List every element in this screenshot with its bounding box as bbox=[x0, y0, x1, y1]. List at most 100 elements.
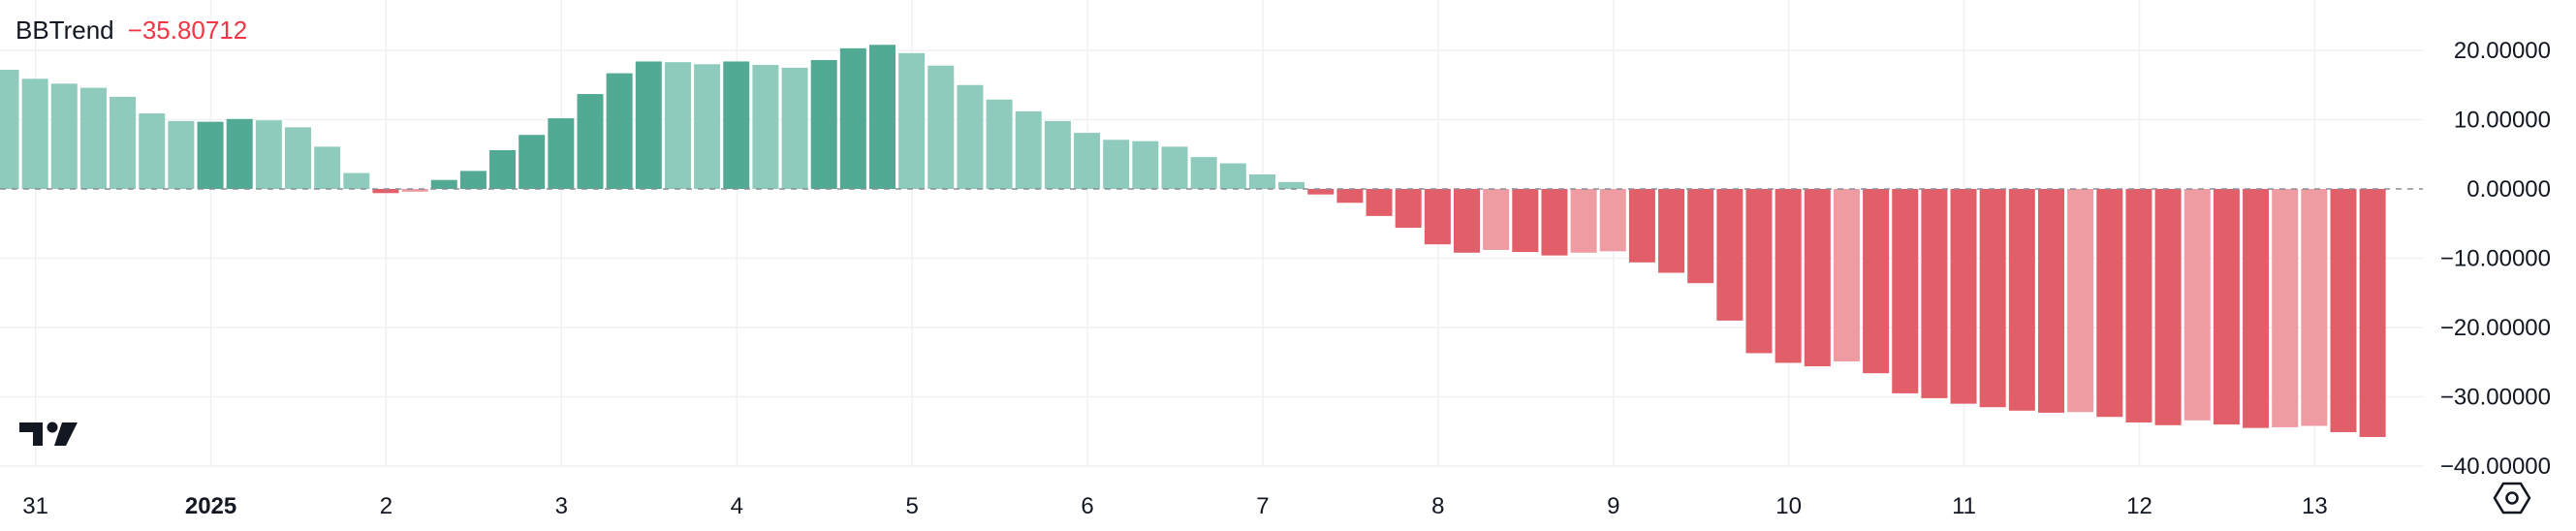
histogram-bar bbox=[1745, 189, 1773, 354]
histogram-bar bbox=[1336, 189, 1364, 203]
histogram-bar bbox=[343, 172, 370, 190]
histogram-bar bbox=[430, 179, 457, 189]
histogram-bar bbox=[1570, 189, 1597, 253]
histogram-bar bbox=[606, 73, 633, 189]
histogram-bar bbox=[2243, 189, 2270, 428]
histogram-bar bbox=[1366, 189, 1393, 216]
x-tick-label: 6 bbox=[1081, 493, 1093, 519]
x-tick-label: 3 bbox=[555, 493, 568, 519]
histogram-bar bbox=[2272, 189, 2299, 427]
histogram-bar bbox=[2008, 189, 2035, 411]
histogram-bar bbox=[1628, 189, 1655, 263]
histogram-bar bbox=[1833, 189, 1860, 362]
indicator-name[interactable]: BBTrend bbox=[16, 16, 114, 45]
histogram-bar bbox=[2183, 189, 2211, 421]
histogram-bar bbox=[1716, 189, 1744, 321]
histogram-bar bbox=[635, 61, 662, 189]
histogram-bar bbox=[1804, 189, 1831, 367]
x-tick-label: 13 bbox=[2302, 493, 2328, 519]
x-tick-label: 10 bbox=[1775, 493, 1802, 519]
histogram-bar bbox=[1658, 189, 1685, 273]
y-tick-label: −30.00000 bbox=[2440, 385, 2551, 411]
histogram-bar bbox=[489, 149, 517, 189]
histogram-bars bbox=[0, 45, 2386, 437]
histogram-bar bbox=[79, 87, 107, 189]
x-tick-label: 2025 bbox=[185, 493, 236, 519]
x-tick-label: 12 bbox=[2126, 493, 2152, 519]
histogram-bar bbox=[2359, 189, 2386, 437]
histogram-bar bbox=[957, 84, 984, 189]
histogram-bar bbox=[50, 83, 78, 189]
histogram-bar bbox=[2125, 189, 2152, 422]
histogram-bar bbox=[1044, 120, 1071, 189]
x-tick-label: 31 bbox=[22, 493, 48, 519]
histogram-bar bbox=[2330, 189, 2357, 432]
x-tick-label: 8 bbox=[1431, 493, 1444, 519]
x-tick-label: 2 bbox=[380, 493, 393, 519]
x-tick-label: 5 bbox=[905, 493, 918, 519]
histogram-bar bbox=[1190, 157, 1217, 189]
histogram-bar bbox=[1892, 189, 1919, 393]
histogram-bar bbox=[577, 94, 604, 189]
histogram-bar bbox=[1483, 189, 1510, 250]
histogram-bar bbox=[1950, 189, 1977, 404]
x-tick-label: 11 bbox=[1952, 493, 1976, 519]
histogram-bar bbox=[694, 64, 721, 189]
histogram-bar bbox=[664, 62, 691, 189]
histogram-bar bbox=[255, 120, 282, 189]
y-tick-label: −20.00000 bbox=[2440, 315, 2551, 341]
time-scale[interactable]: 31 2025 2 3 4 5 6 7 8 9 10 11 12 13 bbox=[22, 493, 2327, 519]
histogram-bar bbox=[1278, 181, 1305, 189]
histogram-bar bbox=[168, 120, 195, 189]
histogram-bar bbox=[2067, 189, 2094, 413]
histogram-bar bbox=[1424, 189, 1451, 245]
histogram-bar bbox=[459, 171, 487, 189]
y-tick-label: 20.00000 bbox=[2454, 38, 2551, 64]
histogram-bar bbox=[1979, 189, 2006, 408]
histogram-bar bbox=[2213, 189, 2240, 425]
histogram-bar bbox=[372, 189, 399, 194]
histogram-bar bbox=[1541, 189, 1568, 256]
histogram-bar bbox=[1687, 189, 1714, 284]
histogram-bar bbox=[518, 135, 546, 189]
x-tick-label: 9 bbox=[1607, 493, 1619, 519]
x-tick-label: 7 bbox=[1256, 493, 1269, 519]
histogram-bar bbox=[986, 99, 1013, 189]
histogram-bar bbox=[810, 60, 837, 190]
settings-icon[interactable] bbox=[2493, 479, 2531, 517]
histogram-bar bbox=[1599, 189, 1626, 252]
histogram-bar bbox=[1454, 189, 1480, 253]
histogram-bar bbox=[1863, 189, 1890, 374]
y-tick-label: 0.00000 bbox=[2466, 176, 2551, 203]
y-tick-label: 10.00000 bbox=[2454, 108, 2551, 134]
indicator-current-value: −35.80712 bbox=[127, 16, 248, 45]
histogram-bar bbox=[548, 118, 575, 189]
histogram-bar bbox=[1775, 189, 1802, 363]
histogram-bar bbox=[1074, 133, 1101, 189]
histogram-bar bbox=[1921, 189, 1948, 398]
histogram-bar bbox=[2154, 189, 2182, 425]
histogram-bar bbox=[839, 47, 866, 189]
x-tick-label: 4 bbox=[731, 493, 743, 519]
histogram-bar bbox=[110, 96, 137, 189]
histogram-bar bbox=[1103, 140, 1130, 190]
indicator-legend[interactable]: BBTrend −35.80712 bbox=[16, 14, 247, 47]
histogram-bar bbox=[898, 52, 926, 189]
histogram-bar bbox=[752, 65, 779, 189]
histogram-bar bbox=[401, 189, 428, 192]
y-tick-label: −40.00000 bbox=[2440, 453, 2551, 480]
histogram-bar bbox=[1307, 189, 1335, 195]
histogram-bar bbox=[21, 78, 48, 189]
price-scale[interactable]: 20.00000 10.00000 0.00000 −10.00000 −20.0000… bbox=[2440, 38, 2551, 480]
histogram-bar bbox=[197, 121, 224, 189]
histogram-bar bbox=[1015, 110, 1042, 189]
histogram-bar bbox=[1512, 189, 1539, 253]
y-tick-label: −10.00000 bbox=[2440, 246, 2551, 272]
histogram-bar bbox=[2096, 189, 2123, 418]
histogram-bar bbox=[139, 113, 166, 189]
tradingview-logo-icon[interactable] bbox=[19, 417, 81, 456]
histogram-bar bbox=[927, 65, 955, 189]
histogram-bar bbox=[314, 146, 341, 189]
histogram-bar bbox=[2038, 189, 2064, 413]
